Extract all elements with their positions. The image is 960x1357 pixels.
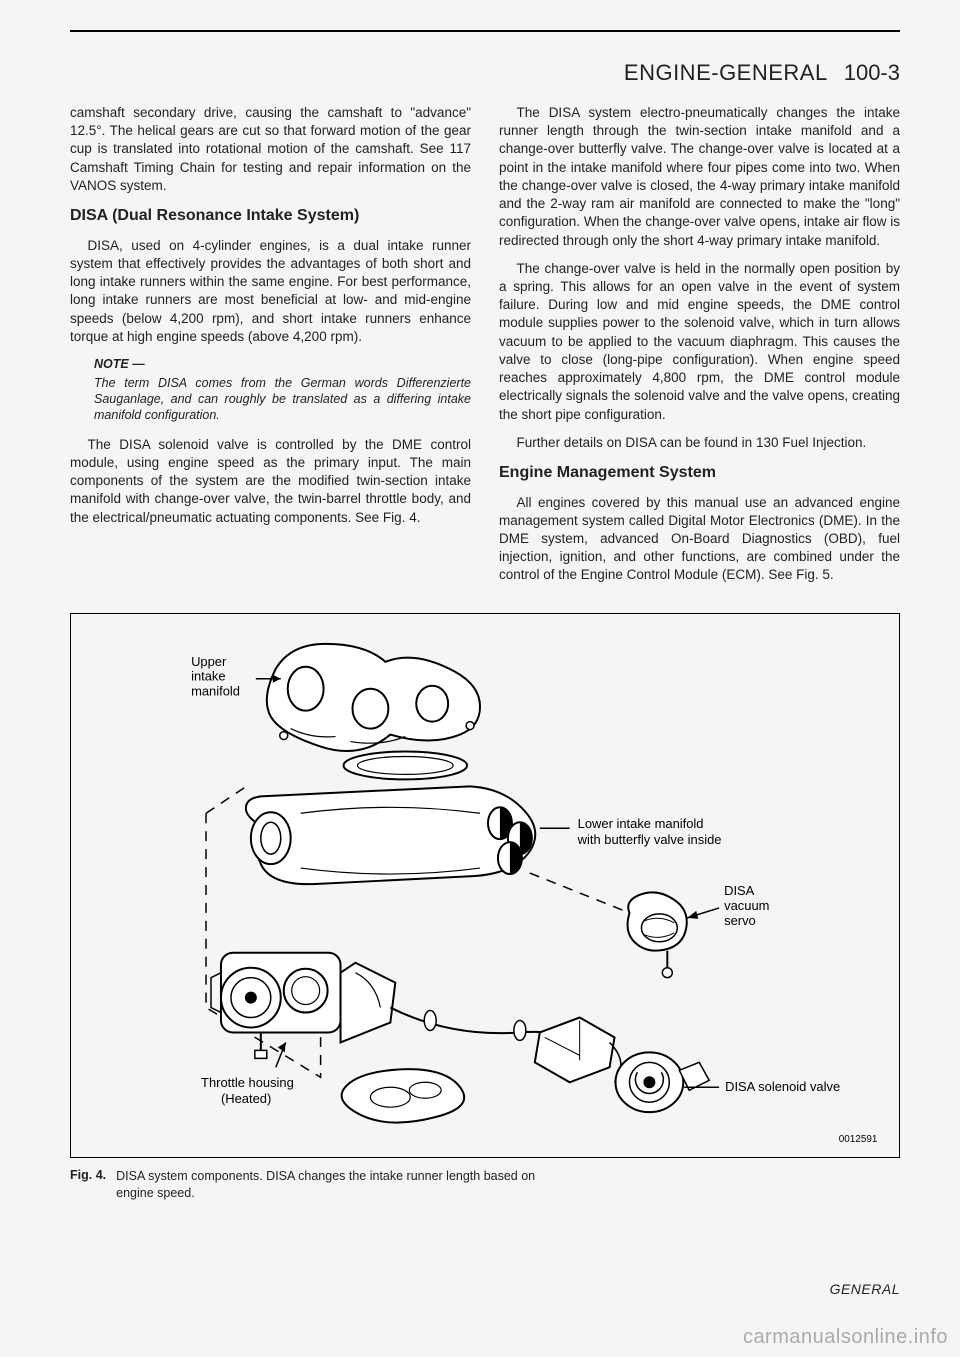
left-p2: DISA, used on 4-cylinder engines, is a d… bbox=[70, 237, 471, 346]
right-column: The DISA system electro-pneumatically ch… bbox=[499, 104, 900, 595]
right-p2: The change-over valve is held in the nor… bbox=[499, 260, 900, 424]
left-column: camshaft secondary drive, causing the ca… bbox=[70, 104, 471, 595]
page-header: ENGINE-GENERAL 100-3 bbox=[70, 60, 900, 86]
left-p3: The DISA solenoid valve is controlled by… bbox=[70, 436, 471, 527]
disa-heading: DISA (Dual Resonance Intake System) bbox=[70, 205, 471, 227]
note-body: The term DISA comes from the German word… bbox=[94, 375, 471, 424]
header-page-number: 100-3 bbox=[844, 60, 900, 86]
upper-manifold-label-1: Upper bbox=[191, 653, 227, 668]
figure-id: 0012591 bbox=[839, 1134, 878, 1145]
header-section: ENGINE-GENERAL bbox=[624, 60, 828, 86]
watermark: carmanualsonline.info bbox=[743, 1326, 948, 1349]
disa-solenoid-valve-icon bbox=[616, 1052, 710, 1112]
disa-vacuum-servo-icon bbox=[628, 892, 687, 977]
dashed-line bbox=[530, 873, 630, 913]
right-p3: Further details on DISA can be found in … bbox=[499, 434, 900, 452]
solenoid-label: DISA solenoid valve bbox=[725, 1079, 840, 1094]
footer-section-label: GENERAL bbox=[830, 1281, 900, 1297]
upper-intake-manifold-icon bbox=[267, 644, 480, 780]
throttle-label-1: Throttle housing bbox=[201, 1075, 294, 1090]
page: ENGINE-GENERAL 100-3 camshaft secondary … bbox=[0, 0, 960, 1357]
right-p1: The DISA system electro-pneumatically ch… bbox=[499, 104, 900, 250]
figure-4-box: Upper intake manifold Lower inta bbox=[70, 613, 900, 1158]
two-column-body: camshaft secondary drive, causing the ca… bbox=[70, 104, 900, 595]
disa-servo-label-3: servo bbox=[724, 912, 756, 927]
lower-manifold-label-1: Lower intake manifold bbox=[578, 816, 704, 831]
connector-icon bbox=[535, 1017, 621, 1082]
figure-caption-text: DISA system components. DISA changes the… bbox=[116, 1168, 536, 1202]
throttle-label-2: (Heated) bbox=[221, 1091, 271, 1106]
lower-intake-manifold-icon bbox=[246, 786, 535, 884]
ems-heading: Engine Management System bbox=[499, 462, 900, 484]
right-p4: All engines covered by this manual use a… bbox=[499, 494, 900, 585]
note-block: NOTE — The term DISA comes from the Germ… bbox=[94, 356, 471, 424]
arrow-icon bbox=[687, 911, 698, 919]
left-p1: camshaft secondary drive, causing the ca… bbox=[70, 104, 471, 195]
note-title: NOTE — bbox=[94, 356, 471, 373]
disa-servo-label-1: DISA bbox=[724, 883, 755, 898]
lower-manifold-label-2: with butterfly valve inside bbox=[577, 832, 722, 847]
figure-4-diagram: Upper intake manifold Lower inta bbox=[71, 614, 899, 1157]
disa-servo-label-2: vacuum bbox=[724, 898, 769, 913]
figure-4-caption: Fig. 4. DISA system components. DISA cha… bbox=[70, 1168, 900, 1202]
figure-caption-label: Fig. 4. bbox=[70, 1168, 106, 1202]
gasket-icon bbox=[342, 1069, 465, 1122]
upper-manifold-label-2: intake bbox=[191, 668, 226, 683]
top-rule bbox=[70, 30, 900, 32]
upper-manifold-label-3: manifold bbox=[191, 683, 240, 698]
